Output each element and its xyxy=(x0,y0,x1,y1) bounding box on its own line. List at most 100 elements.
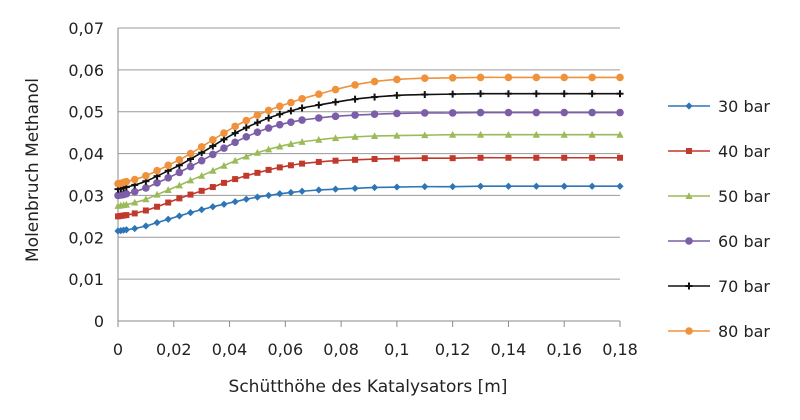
data-point xyxy=(370,183,379,192)
data-point xyxy=(176,195,183,202)
data-point xyxy=(231,129,239,137)
x-tick-label: 0,1 xyxy=(384,340,409,359)
data-point xyxy=(253,111,262,119)
data-point xyxy=(220,144,228,152)
data-point xyxy=(448,74,457,82)
data-point xyxy=(242,124,250,132)
data-point xyxy=(421,155,428,162)
data-point xyxy=(253,148,262,156)
data-point xyxy=(298,138,306,145)
data-point xyxy=(616,130,624,138)
legend-marker xyxy=(685,282,693,290)
x-tick-label: 0,14 xyxy=(491,340,527,359)
data-point xyxy=(153,166,161,175)
data-point xyxy=(298,116,306,124)
data-point xyxy=(275,120,284,129)
data-point xyxy=(265,145,273,153)
data-point xyxy=(142,184,150,192)
data-point xyxy=(315,90,323,98)
data-point xyxy=(371,156,378,163)
data-point xyxy=(186,162,195,171)
data-point xyxy=(175,212,183,220)
data-point xyxy=(287,140,295,147)
legend-item: 70 bar xyxy=(668,277,770,296)
data-point xyxy=(142,222,150,230)
data-point xyxy=(560,130,568,138)
data-point xyxy=(164,174,172,182)
data-point xyxy=(175,168,184,177)
data-point xyxy=(154,203,161,210)
data-point xyxy=(164,161,172,170)
legend-marker xyxy=(685,102,693,110)
tick-labels: 0 0,01 0,02 0,03 0,04 0,05 0,06 0,07 0 0,02 0,04 0,… xyxy=(68,19,637,359)
data-point xyxy=(561,154,568,161)
data-point xyxy=(242,195,250,203)
legend-item: 50 bar xyxy=(668,187,770,206)
data-point xyxy=(186,149,195,158)
data-point xyxy=(420,74,429,83)
data-point xyxy=(560,182,568,190)
data-point xyxy=(232,176,239,183)
data-point xyxy=(123,212,130,219)
data-point xyxy=(142,195,150,203)
data-point xyxy=(165,199,172,206)
data-point xyxy=(298,94,306,103)
data-point xyxy=(220,200,228,208)
data-point xyxy=(504,73,513,82)
data-point xyxy=(276,142,284,150)
data-point xyxy=(231,156,239,164)
x-tick-label: 0,18 xyxy=(602,340,638,359)
data-point xyxy=(220,135,228,143)
data-point xyxy=(287,188,295,197)
data-point xyxy=(393,91,401,99)
data-point xyxy=(122,200,130,208)
data-point xyxy=(370,110,379,119)
data-point xyxy=(142,171,150,180)
axes xyxy=(117,28,621,327)
data-point xyxy=(476,130,485,138)
legend-item: 30 bar xyxy=(668,97,770,116)
data-point xyxy=(393,183,401,191)
data-point xyxy=(351,184,359,192)
data-point xyxy=(276,110,284,118)
y-tick-label: 0,07 xyxy=(68,19,104,38)
data-point xyxy=(131,198,139,206)
data-point xyxy=(532,73,541,82)
y-axis-title: Molenbruch Methanol xyxy=(23,78,43,262)
data-point xyxy=(448,109,457,117)
legend-item: 60 bar xyxy=(668,232,770,251)
data-point xyxy=(264,124,273,132)
y-tick-label: 0,04 xyxy=(68,145,104,164)
data-point xyxy=(588,108,596,117)
data-point xyxy=(198,171,206,179)
data-point xyxy=(242,133,251,141)
legend-label: 30 bar xyxy=(718,97,770,116)
data-point xyxy=(504,182,513,190)
data-point xyxy=(275,102,284,111)
series-4 xyxy=(114,108,624,200)
x-tick-label: 0,12 xyxy=(435,340,471,359)
data-point xyxy=(331,185,340,193)
data-point xyxy=(588,90,596,98)
series-line xyxy=(117,92,620,190)
data-point xyxy=(352,156,359,163)
data-point xyxy=(315,158,322,165)
data-point xyxy=(532,90,540,98)
data-point xyxy=(421,183,429,191)
data-point xyxy=(449,130,457,138)
data-point xyxy=(504,130,513,138)
data-point xyxy=(142,207,149,214)
data-point xyxy=(186,176,195,184)
data-point xyxy=(153,179,161,187)
data-point xyxy=(175,181,183,189)
data-point xyxy=(242,116,251,125)
data-point xyxy=(287,118,295,126)
y-tick-label: 0,02 xyxy=(68,228,104,247)
data-point xyxy=(560,108,569,117)
legend-label: 70 bar xyxy=(718,277,770,296)
y-tick-label: 0,01 xyxy=(68,270,104,289)
x-axis-title: Schütthöhe des Katalysators [m] xyxy=(229,377,508,397)
data-point xyxy=(616,90,624,98)
x-tick-label: 0 xyxy=(113,340,123,359)
x-tick-label: 0,16 xyxy=(546,340,582,359)
